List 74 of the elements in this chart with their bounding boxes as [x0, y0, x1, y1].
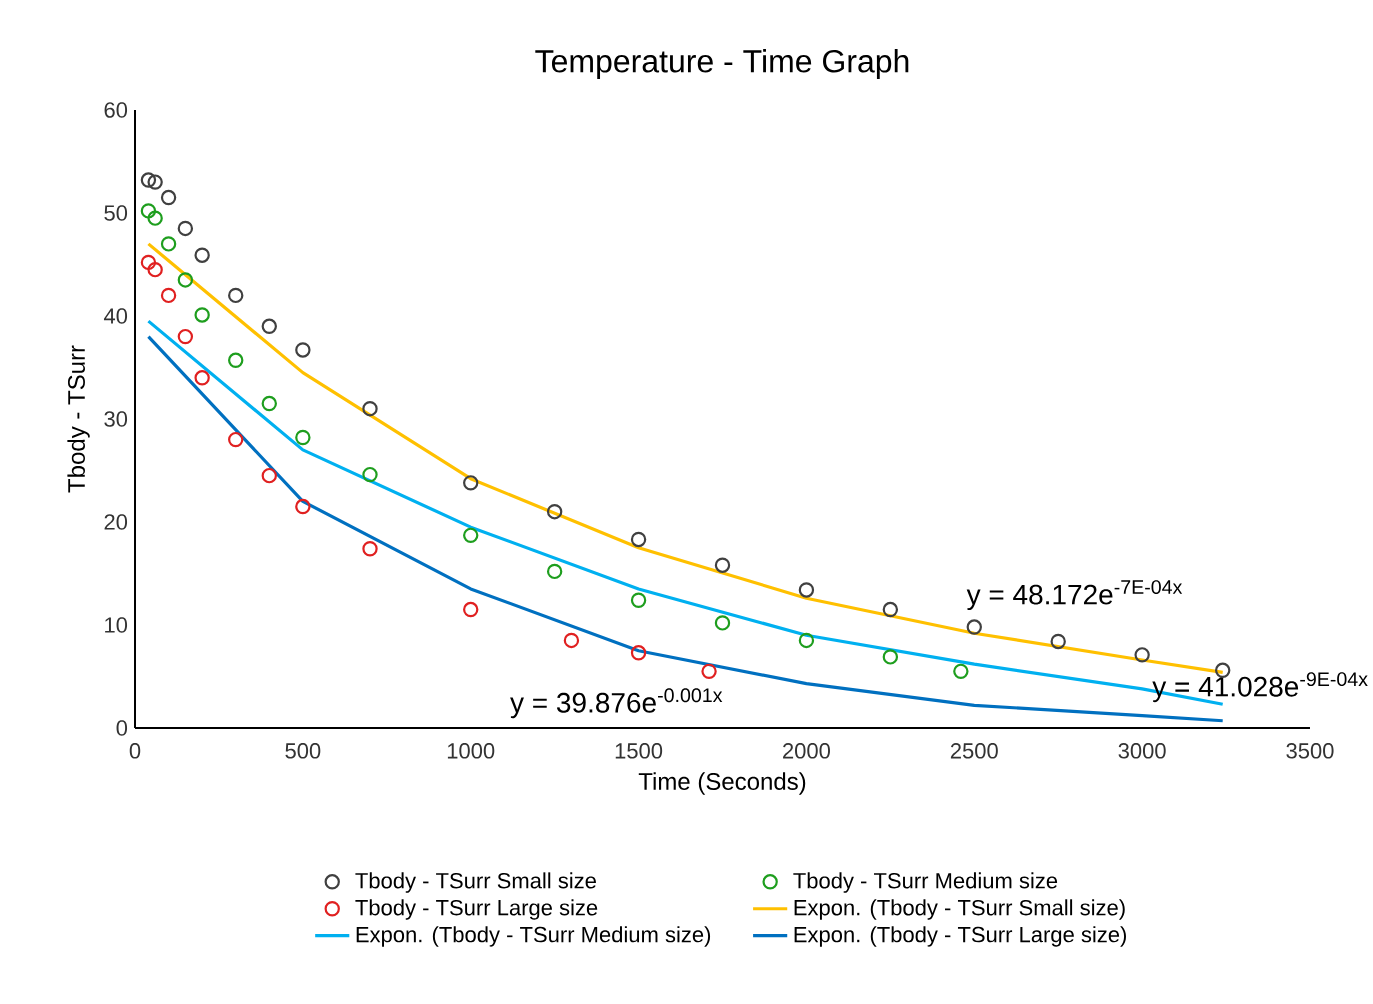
- point: [630, 531, 647, 548]
- point: [463, 527, 479, 544]
- y-tick-label: 30: [104, 411, 128, 427]
- point: [563, 632, 580, 649]
- point: [966, 619, 982, 635]
- annotation: y = 48.172e$^{-7E-04x}$: [966, 580, 1183, 611]
- point: [160, 236, 177, 252]
- point: [194, 370, 210, 386]
- point: [147, 210, 163, 226]
- point: [140, 254, 157, 271]
- x-tick-label: 3500: [1286, 743, 1334, 759]
- legend-label: Tbody - TSurr Large size: [355, 899, 598, 920]
- point: [1050, 633, 1066, 650]
- point: [1134, 647, 1150, 663]
- y-tick-label: 10: [105, 617, 128, 633]
- y-tick-label: 0: [116, 720, 128, 736]
- point: [177, 272, 194, 288]
- point: [882, 649, 899, 665]
- x-axis-title: Time (Seconds): [638, 772, 806, 795]
- point: [147, 174, 163, 190]
- point: [228, 287, 244, 304]
- x-tick-label: 0: [129, 743, 141, 759]
- legend-label: Tbody - TSurr Small size: [355, 872, 596, 893]
- legend-label: Expon. (Tbody - TSurr Large size): [794, 926, 1126, 947]
- y-axis-title: Tbody - TSurr: [67, 345, 90, 493]
- legend-label: Expon. (Tbody - TSurr Small size): [794, 899, 1125, 920]
- point: [362, 466, 378, 483]
- point: [714, 615, 731, 631]
- x-tick-label: 500: [285, 743, 321, 759]
- point: [295, 429, 311, 446]
- point: [295, 498, 311, 515]
- chart-title: Temperature - Time Graph: [535, 49, 909, 79]
- x-tick-label: 1500: [615, 743, 663, 759]
- x-tick-label: 1000: [447, 743, 495, 759]
- point: [147, 261, 163, 278]
- point: [160, 189, 177, 206]
- point: [140, 172, 157, 188]
- y-tick-label: 60: [104, 102, 128, 118]
- point: [362, 541, 378, 557]
- point: [295, 342, 311, 358]
- point: [177, 220, 194, 237]
- y-tick-label: 40: [103, 308, 128, 324]
- point: [798, 632, 815, 649]
- point: [546, 563, 563, 580]
- point: [194, 307, 210, 323]
- x-tick-label: 3000: [1118, 743, 1166, 759]
- point: [882, 601, 899, 618]
- x-tick-label: 2500: [950, 743, 998, 759]
- point: [798, 582, 815, 598]
- line-series: [146, 242, 1225, 674]
- point: [546, 503, 563, 520]
- y-tick-label: 20: [104, 514, 128, 530]
- point: [160, 287, 177, 304]
- point: [261, 318, 277, 334]
- x-tick-label: 2000: [783, 743, 830, 759]
- point: [714, 557, 731, 573]
- legend-label: Tbody - TSurr Medium size: [793, 872, 1058, 893]
- point: [261, 467, 277, 484]
- point: [630, 645, 647, 661]
- point: [194, 247, 210, 263]
- point: [630, 592, 647, 608]
- point: [463, 601, 479, 618]
- point: [701, 663, 717, 680]
- legend-label: Expon. (Tbody - TSurr Medium size): [356, 926, 711, 947]
- y-tick-label: 50: [104, 205, 128, 221]
- point: [177, 328, 194, 345]
- point: [228, 431, 244, 448]
- point: [228, 352, 244, 368]
- point: [463, 475, 479, 491]
- point: [953, 663, 969, 680]
- point: [261, 395, 277, 412]
- annotation: y = 39.876e$^{-0.001x}$: [510, 688, 723, 719]
- point: [362, 400, 378, 417]
- point: [140, 203, 157, 219]
